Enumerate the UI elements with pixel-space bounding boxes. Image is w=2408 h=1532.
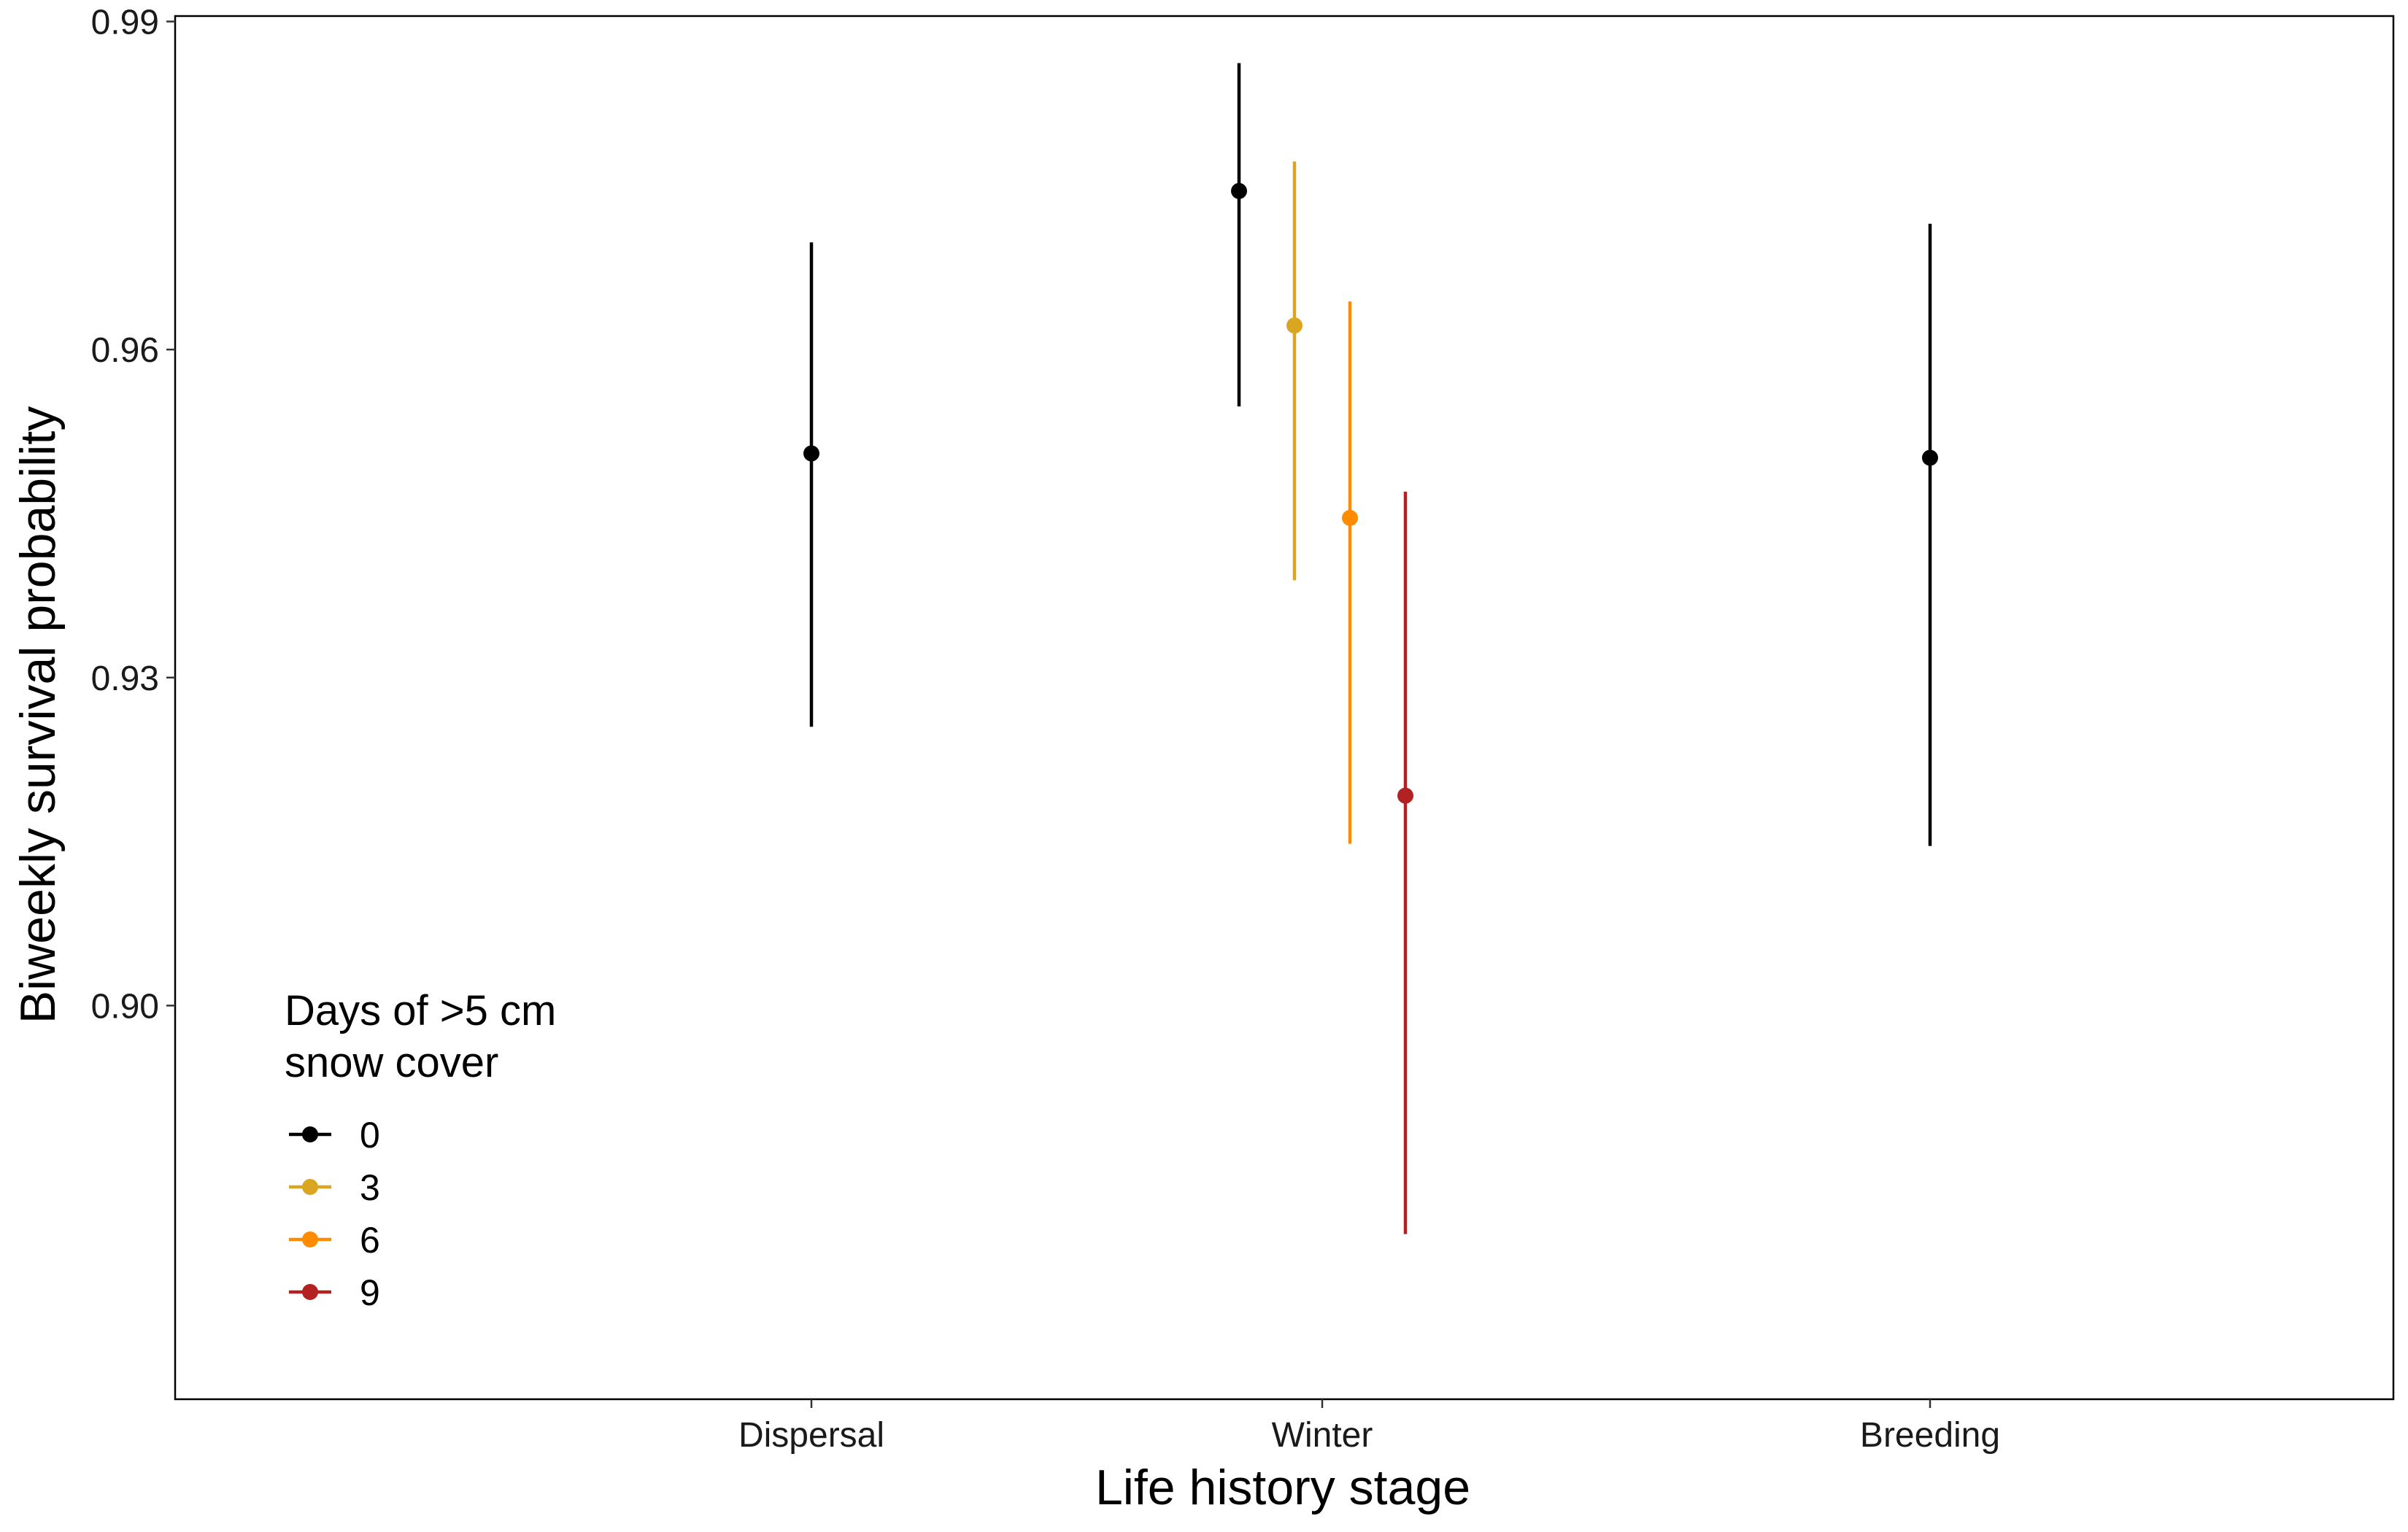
legend-title-line: snow cover <box>285 1039 498 1086</box>
plot-panel-border <box>174 15 2395 1401</box>
x-tick-label: Breeding <box>1860 1416 2000 1455</box>
y-tick-label: 0.99 <box>91 3 159 42</box>
x-tick-label: Winter <box>1272 1416 1373 1455</box>
y-axis-title: Biweekly survival probability <box>10 406 66 1024</box>
y-tick-label: 0.93 <box>91 659 159 698</box>
point-winter-9 <box>1397 787 1413 804</box>
y-tick-label: 0.90 <box>91 987 159 1026</box>
legend-label-6: 6 <box>360 1220 380 1261</box>
x-tick-label: Dispersal <box>738 1416 884 1455</box>
legend-key-point <box>302 1284 318 1300</box>
point-breeding-0 <box>1922 449 1938 466</box>
legend-key-point <box>302 1179 318 1195</box>
point-dispersal-0 <box>803 445 819 462</box>
x-axis-title: Life history stage <box>1095 1460 1470 1515</box>
legend-label-9: 9 <box>360 1272 380 1313</box>
point-winter-0 <box>1231 182 1247 199</box>
y-tick-label: 0.96 <box>91 331 159 370</box>
legend-key-point <box>302 1231 318 1247</box>
legend-label-3: 3 <box>360 1167 380 1208</box>
point-winter-3 <box>1286 317 1303 334</box>
point-winter-6 <box>1342 509 1358 526</box>
legend: Days of >5 cm snow cover 0 3 6 9 <box>285 987 556 1313</box>
legend-title-line: Days of >5 cm <box>285 987 556 1034</box>
legend-label-0: 0 <box>360 1115 380 1156</box>
legend-key-point <box>302 1126 318 1142</box>
